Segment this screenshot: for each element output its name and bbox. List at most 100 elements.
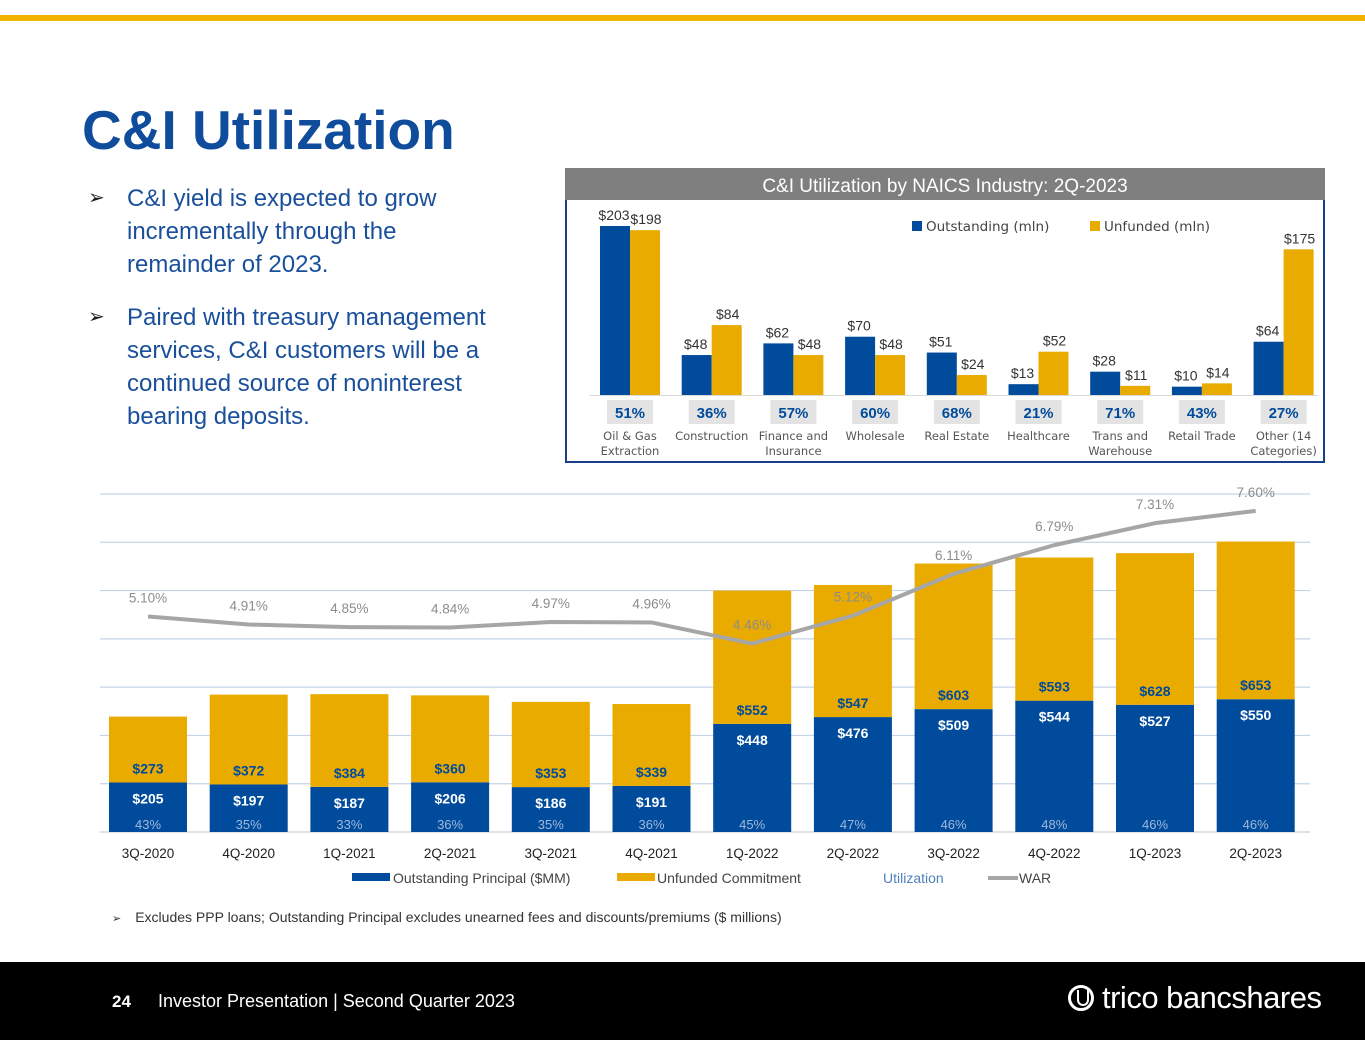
naics-utilization-box: [607, 400, 653, 424]
war-label: 4.91%: [230, 599, 268, 614]
legend-unfunded-swatch: [617, 873, 655, 881]
footnote: ➢ Excludes PPP loans; Outstanding Princip…: [112, 909, 782, 925]
outstanding-label: $527: [1139, 713, 1170, 729]
naics-utilization-label: 21%: [1023, 405, 1053, 422]
outstanding-bar: [109, 782, 187, 832]
utilization-label: 46%: [1243, 817, 1269, 832]
outstanding-label: $187: [334, 795, 365, 811]
outstanding-bar: [411, 782, 490, 832]
naics-category-label: Retail Trade: [1168, 429, 1236, 443]
naics-unfunded-bar: [1120, 385, 1151, 395]
naics-unfunded-label: $24: [961, 356, 985, 372]
category-label: 3Q-2022: [927, 846, 980, 861]
category-label: 2Q-2022: [827, 846, 880, 861]
bullet-item: ➢ C&I yield is expected to grow increment…: [88, 182, 488, 281]
naics-outstanding-bar: [1253, 341, 1284, 395]
war-label: 4.97%: [532, 596, 570, 611]
outstanding-label: $448: [737, 732, 768, 748]
outstanding-label: $509: [938, 717, 969, 733]
category-label: 4Q-2021: [625, 846, 678, 861]
utilization-label: 35%: [236, 817, 262, 832]
naics-unfunded-label: $48: [879, 336, 903, 352]
footer-text: Investor Presentation | Second Quarter 2…: [158, 991, 515, 1011]
outstanding-bar: [713, 723, 792, 832]
naics-unfunded-label: $48: [798, 336, 822, 352]
war-label: 5.12%: [834, 590, 872, 605]
utilization-label: 47%: [840, 817, 866, 832]
arrow-bullet-icon: ➢: [88, 187, 105, 209]
naics-utilization-box: [1015, 400, 1062, 424]
category-label: 3Q-2020: [122, 846, 175, 861]
unfunded-label: $273: [132, 761, 163, 777]
category-label: 3Q-2021: [525, 846, 578, 861]
legend-outstanding-label: Outstanding (mln): [926, 219, 1049, 235]
outstanding-label: $191: [636, 794, 667, 810]
outstanding-label: $476: [837, 725, 868, 741]
outstanding-bar: [1015, 700, 1094, 832]
naics-utilization-box: [770, 400, 817, 424]
naics-outstanding-bar: [1008, 384, 1039, 395]
outstanding-label: $186: [535, 795, 566, 811]
logo-mark-icon: [1068, 985, 1094, 1011]
naics-category-label: Construction: [675, 429, 748, 443]
naics-unfunded-label: $175: [1284, 230, 1315, 246]
utilization-label: 36%: [638, 817, 664, 832]
naics-outstanding-label: $10: [1174, 368, 1198, 384]
naics-outstanding-bar: [1090, 371, 1121, 395]
outstanding-bar: [813, 717, 892, 832]
naics-category-label: Other (14: [1256, 429, 1311, 443]
naics-outstanding-bar: [763, 343, 794, 395]
naics-unfunded-label: $11: [1125, 367, 1148, 383]
legend-unfunded-label: Unfunded Commitment: [657, 870, 801, 886]
naics-utilization-label: 71%: [1105, 405, 1135, 422]
outstanding-bar: [1116, 704, 1194, 832]
naics-outstanding-bar: [681, 355, 712, 395]
outstanding-label: $550: [1240, 707, 1271, 723]
naics-category-label: Wholesale: [845, 429, 904, 443]
naics-unfunded-bar: [875, 355, 906, 395]
unfunded-label: $360: [435, 760, 466, 776]
unfunded-bar: [1216, 541, 1295, 700]
arrow-bullet-icon: ➢: [112, 913, 122, 925]
naics-outstanding-label: $70: [847, 318, 871, 334]
legend-war-label: WAR: [1019, 870, 1051, 886]
utilization-label: 46%: [941, 817, 967, 832]
naics-utilization-label: 60%: [860, 405, 890, 422]
war-label: 7.60%: [1237, 485, 1275, 500]
unfunded-label: $372: [233, 762, 264, 778]
naics-utilization-box: [852, 400, 899, 424]
naics-category-label: Oil & Gas: [603, 429, 657, 443]
war-line: [147, 508, 1256, 646]
company-logo: trico bancshares: [1068, 980, 1322, 1016]
naics-outstanding-label: $28: [1093, 353, 1117, 369]
category-label: 4Q-2022: [1028, 846, 1081, 861]
category-label: 1Q-2023: [1129, 846, 1182, 861]
naics-outstanding-label: $13: [1011, 365, 1035, 381]
unfunded-bar: [1116, 553, 1194, 705]
naics-category-label: Categories): [1250, 444, 1316, 458]
naics-utilization-box: [688, 400, 735, 424]
naics-unfunded-label: $52: [1043, 333, 1067, 349]
naics-utilization-box: [1260, 400, 1307, 424]
unfunded-bar: [914, 563, 993, 710]
outstanding-label: $205: [132, 791, 163, 807]
unfunded-bar: [612, 704, 691, 786]
bullet-item: ➢ Paired with treasury management service…: [88, 301, 488, 433]
naics-unfunded-label: $198: [630, 211, 661, 227]
naics-unfunded-label: $84: [716, 306, 740, 322]
legend-utilization-label: Utilization: [883, 870, 944, 886]
war-label: 7.31%: [1136, 497, 1174, 512]
legend-outstanding-swatch: [352, 873, 390, 881]
naics-outstanding-bar: [600, 226, 630, 395]
outstanding-bar: [209, 784, 288, 832]
legend-outstanding-swatch: [912, 221, 922, 231]
footnote-text: Excludes PPP loans; Outstanding Principa…: [135, 909, 782, 925]
naics-category-label: Healthcare: [1007, 429, 1070, 443]
unfunded-label: $552: [737, 702, 768, 718]
naics-utilization-box: [1097, 400, 1144, 424]
page-title: C&I Utilization: [82, 99, 455, 161]
unfunded-bar: [511, 701, 590, 788]
naics-outstanding-bar: [926, 352, 957, 395]
naics-outstanding-label: $48: [684, 336, 708, 352]
legend-unfunded-label: Unfunded (mln): [1104, 219, 1210, 235]
